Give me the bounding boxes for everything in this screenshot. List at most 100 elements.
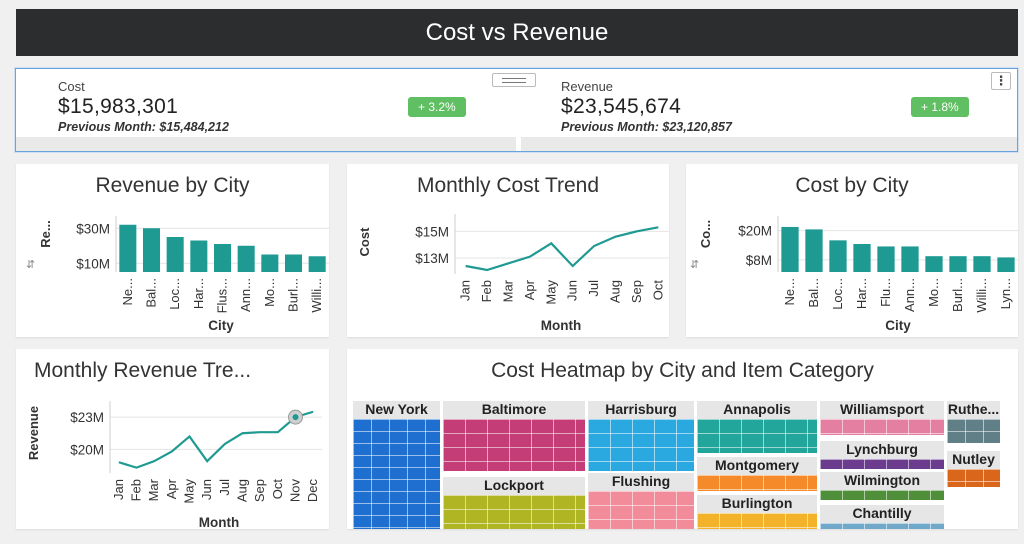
x-tick-label: Jun xyxy=(199,479,214,500)
revenue-label: Revenue xyxy=(561,79,614,94)
treemap-block[interactable] xyxy=(443,495,585,529)
treemap-block[interactable] xyxy=(820,523,944,529)
treemap-label: Harrisburg xyxy=(588,401,694,419)
x-tick-label: Willi... xyxy=(309,278,324,313)
monthly-revenue-trend-chart: $23M $20M Revenue Jan Feb Mar Apr May Jun Jul Aug S… xyxy=(26,401,322,529)
x-tick-label: Bal... xyxy=(806,278,821,308)
x-axis-label: Month xyxy=(541,318,581,333)
cost-previous: Previous Month: $15,484,212 xyxy=(58,120,229,134)
cost-heatmap-card: Cost Heatmap by City and Item Category N… xyxy=(347,349,1018,529)
y-tick-label: $30M xyxy=(76,221,110,236)
chart-title: Monthly Cost Trend xyxy=(416,174,600,197)
x-tick-label: Ne... xyxy=(782,278,797,305)
x-tick-label: Jul xyxy=(217,479,232,496)
treemap-block[interactable] xyxy=(353,419,440,529)
x-tick-label: Oct xyxy=(270,479,285,500)
cost-change-badge: + 3.2% xyxy=(408,97,466,117)
bar xyxy=(997,257,1015,272)
x-tick-label: Dec xyxy=(305,479,320,503)
data-point xyxy=(292,414,299,421)
x-axis-label: City xyxy=(885,318,911,333)
cost-by-city-chart: $20M $8M Co... Ne... Bal... Loc... Har... Flu..… xyxy=(690,216,1018,333)
treemap-block[interactable] xyxy=(697,513,817,529)
treemap-label: Lynchburg xyxy=(820,441,944,459)
x-tick-label: Jan xyxy=(458,280,473,301)
treemap-label: Ruthe... xyxy=(947,401,1000,419)
bar xyxy=(781,226,799,272)
more-vertical-icon[interactable]: ⋮ xyxy=(991,72,1011,90)
bar xyxy=(237,245,255,272)
x-tick-label: Jan xyxy=(111,479,126,500)
treemap-label: Baltimore xyxy=(443,401,585,419)
bar xyxy=(949,256,967,272)
revenue-by-city-chart: $30M $10M Re... Ne... Bal... Loc... Har... Flus… xyxy=(26,216,329,333)
x-tick-label: Jun xyxy=(565,280,580,301)
bar xyxy=(853,244,871,272)
y-axis-label: Re... xyxy=(38,220,53,247)
x-tick-label: Mo... xyxy=(926,278,941,307)
x-tick-label: Har... xyxy=(854,278,869,309)
bar xyxy=(142,228,161,272)
treemap-block[interactable] xyxy=(697,419,817,453)
cost-kpi[interactable]: Cost $15,983,301 Previous Month: $15,484… xyxy=(16,69,516,151)
cost-by-city-card: Cost by City $20M $8M Co... Ne... Bal... Loc.… xyxy=(686,164,1018,337)
bar xyxy=(877,246,895,272)
treemap-block[interactable] xyxy=(443,419,585,471)
monthly-revenue-trend-card: Monthly Revenue Tre... $23M $20M Revenue Ja… xyxy=(16,349,329,529)
y-tick-label: $13M xyxy=(415,251,449,266)
revenue-kpi[interactable]: Revenue $23,545,674 Previous Month: $23,… xyxy=(521,69,1017,151)
bar xyxy=(308,256,326,272)
chart-title: Monthly Revenue Tre... xyxy=(34,359,252,382)
x-tick-label: Aug xyxy=(608,280,623,303)
x-tick-label: Feb xyxy=(129,479,144,501)
y-axis-label: Cost xyxy=(357,227,372,257)
x-tick-label: Burl... xyxy=(286,278,301,312)
x-tick-label: Mar xyxy=(146,478,161,501)
bar xyxy=(166,237,184,272)
treemap-label: Nutley xyxy=(947,451,1000,469)
x-tick-label: Mo... xyxy=(262,278,277,307)
x-tick-label: Willi... xyxy=(974,278,989,313)
chart-title: Cost by City xyxy=(795,174,909,197)
revenue-change-badge: + 1.8% xyxy=(911,97,969,117)
x-tick-label: Har... xyxy=(191,278,206,309)
dashboard-title: Cost vs Revenue xyxy=(16,9,1018,56)
kpi-panel[interactable]: Cost $15,983,301 Previous Month: $15,484… xyxy=(15,68,1018,152)
bar xyxy=(925,256,943,272)
bar xyxy=(805,229,823,272)
chart-title: Revenue by City xyxy=(95,174,250,197)
x-tick-label: Jul xyxy=(586,280,601,297)
y-tick-label: $23M xyxy=(70,410,104,425)
series-line xyxy=(465,226,659,272)
treemap-block[interactable] xyxy=(820,490,944,500)
treemap-block[interactable] xyxy=(947,419,1000,443)
treemap-block[interactable] xyxy=(947,469,1000,487)
revenue-by-city-card: Revenue by City $30M $10M Re... Ne... Bal...… xyxy=(16,164,329,337)
revenue-kpi-bar xyxy=(521,137,1017,151)
x-tick-label: Burl... xyxy=(950,278,965,312)
x-tick-label: Ann... xyxy=(238,278,253,312)
x-tick-label: Sep xyxy=(252,479,267,502)
treemap-label: Williamsport xyxy=(820,401,944,419)
cost-kpi-bar xyxy=(16,137,516,151)
treemap-block[interactable] xyxy=(588,419,694,471)
bar xyxy=(284,254,303,272)
treemap-block[interactable] xyxy=(820,419,944,435)
treemap-block[interactable] xyxy=(697,475,817,491)
x-tick-label: Mar xyxy=(501,279,516,302)
x-tick-label: Flus... xyxy=(215,278,230,313)
treemap-block[interactable] xyxy=(820,459,944,469)
y-tick-label: $15M xyxy=(415,224,449,239)
x-tick-label: Aug xyxy=(235,479,250,502)
drag-handle-icon[interactable] xyxy=(492,73,536,87)
treemap-label: New York xyxy=(353,401,440,419)
x-tick-label: Loc... xyxy=(830,278,845,310)
revenue-value: $23,545,674 xyxy=(561,95,682,118)
y-tick-label: $20M xyxy=(738,224,772,239)
x-tick-label: Nov xyxy=(288,479,303,503)
cost-label: Cost xyxy=(58,79,85,94)
y-tick-label: $8M xyxy=(746,253,772,268)
treemap-block[interactable] xyxy=(588,491,694,529)
x-tick-label: Oct xyxy=(650,280,665,301)
revenue-previous: Previous Month: $23,120,857 xyxy=(561,120,732,134)
